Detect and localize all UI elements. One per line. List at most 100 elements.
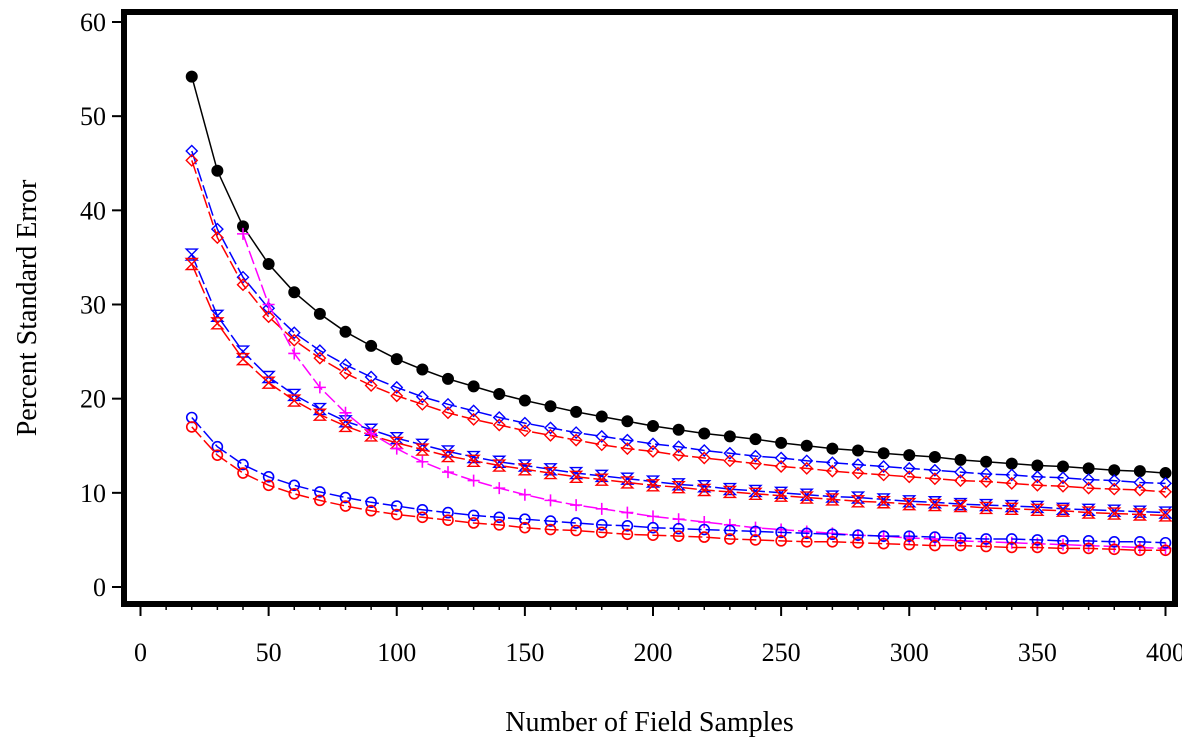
data-point: [442, 514, 454, 526]
data-point: [979, 475, 993, 489]
data-point: [184, 257, 199, 271]
y-tick-label: 40: [80, 196, 106, 225]
series-line: [242, 233, 1166, 550]
data-point: [825, 456, 839, 470]
data-point: [261, 376, 276, 389]
data-point: [774, 459, 788, 473]
data-point: [237, 467, 249, 479]
data-point: [1030, 470, 1044, 484]
data-point: [1158, 506, 1173, 519]
data-point: [621, 415, 634, 428]
data-point: [1005, 457, 1018, 470]
data-point: [493, 387, 506, 400]
series-layer: [184, 70, 1173, 557]
x-tick-label: 400: [1146, 638, 1182, 667]
data-point: [570, 499, 583, 512]
data-point: [903, 530, 916, 542]
data-point: [1107, 482, 1121, 496]
data-point: [621, 506, 634, 519]
data-point: [800, 461, 814, 475]
data-point: [262, 258, 275, 271]
data-point: [339, 366, 352, 380]
data-point: [978, 501, 994, 515]
data-point: [749, 534, 762, 546]
data-point: [928, 451, 941, 464]
data-point: [1108, 464, 1121, 477]
series-4: [184, 248, 1173, 519]
data-point: [467, 380, 480, 393]
data-point: [698, 523, 711, 536]
data-point: [519, 521, 531, 534]
data-point: [723, 430, 736, 443]
data-point: [365, 427, 378, 440]
series-2: [185, 144, 1172, 490]
data-point: [365, 504, 377, 517]
data-point: [954, 474, 967, 488]
data-point: [365, 496, 377, 509]
data-point: [902, 470, 916, 484]
data-point: [800, 454, 814, 468]
data-point: [825, 493, 840, 506]
data-point: [363, 423, 379, 436]
data-point: [390, 508, 403, 521]
data-point: [518, 394, 531, 407]
data-point: [672, 448, 686, 462]
data-point: [775, 436, 788, 449]
data-point: [570, 517, 582, 529]
data-point: [671, 480, 686, 494]
data-point: [570, 405, 583, 418]
y-tick-label: 50: [80, 102, 106, 131]
data-point: [416, 511, 429, 524]
data-point: [415, 397, 429, 411]
x-tick-label: 200: [634, 638, 673, 667]
x-tick-label: 0: [134, 638, 147, 667]
y-tick-label: 30: [80, 291, 106, 320]
data-point: [877, 468, 891, 482]
y-tick-label: 60: [80, 8, 106, 37]
data-point: [236, 270, 250, 284]
series-1: [185, 70, 1172, 480]
data-point: [493, 511, 506, 524]
data-point: [722, 485, 738, 499]
data-point: [595, 429, 609, 443]
data-point: [185, 421, 198, 433]
data-point: [1107, 507, 1122, 520]
data-point: [647, 529, 659, 542]
data-point: [1107, 474, 1121, 488]
data-point: [442, 506, 454, 519]
data-point: [210, 231, 224, 245]
data-point: [517, 463, 533, 476]
data-point: [288, 479, 301, 492]
data-point: [877, 537, 890, 550]
data-point: [185, 144, 199, 158]
data-point: [979, 467, 993, 481]
data-point: [543, 466, 558, 480]
data-point: [774, 451, 788, 465]
data-point: [723, 454, 737, 468]
data-point: [338, 419, 353, 433]
data-point: [415, 438, 430, 452]
data-point: [647, 521, 659, 534]
data-point: [902, 497, 917, 511]
data-point: [313, 344, 327, 358]
data-point: [851, 458, 865, 472]
data-point: [850, 495, 866, 508]
data-point: [646, 437, 660, 451]
data-point: [595, 519, 608, 531]
data-point: [1158, 509, 1173, 522]
data-point: [1133, 475, 1147, 489]
data-point: [467, 517, 480, 529]
data-point: [210, 222, 224, 236]
data-point: [365, 339, 378, 352]
x-tick-label: 150: [505, 638, 544, 667]
data-point: [288, 286, 301, 299]
data-point: [1108, 543, 1121, 556]
data-point: [1005, 468, 1019, 482]
data-point: [313, 307, 326, 320]
data-point: [1134, 544, 1146, 557]
data-point: [339, 358, 352, 372]
data-point: [1132, 508, 1148, 521]
data-point: [724, 533, 736, 545]
data-point: [1082, 535, 1095, 547]
